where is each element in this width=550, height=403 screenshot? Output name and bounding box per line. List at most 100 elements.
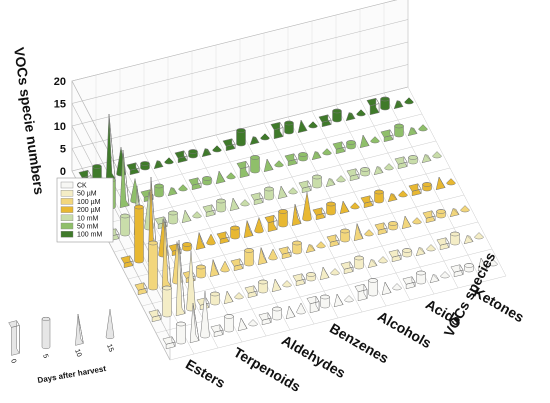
bar-3d — [188, 149, 198, 159]
bar-3d — [460, 205, 470, 213]
bar-3d — [148, 240, 158, 291]
bar-3d — [189, 302, 200, 344]
bar-3d — [216, 198, 226, 213]
bar-3d — [215, 170, 226, 185]
bar-3d — [192, 211, 202, 219]
legend-swatch — [60, 181, 74, 189]
bar-3d — [394, 123, 404, 138]
bar-3d — [449, 208, 460, 218]
bar-3d — [356, 109, 366, 117]
bar-3d — [120, 255, 134, 269]
bar-3d — [426, 244, 436, 252]
floor-grid — [215, 134, 315, 325]
legend-shape — [8, 319, 20, 356]
bar-3d — [450, 264, 464, 278]
bar-3d — [402, 276, 416, 290]
bar-3d — [254, 217, 264, 234]
z-tick-label: 10 — [54, 121, 66, 133]
grid-line — [71, 86, 409, 361]
bar-3d — [278, 209, 288, 228]
bar-3d — [370, 136, 380, 144]
bar-3d — [340, 261, 354, 275]
bar-3d — [306, 272, 316, 282]
bar-3d — [306, 295, 320, 314]
bar-3d — [345, 112, 356, 122]
bar-3d — [296, 302, 306, 315]
bar-3d — [126, 162, 140, 176]
bar-3d — [436, 209, 446, 219]
bar-3d — [360, 167, 370, 177]
bar-3d — [264, 214, 278, 233]
bar-3d — [374, 222, 388, 236]
bar-3d — [316, 241, 326, 249]
bar-3d — [435, 176, 446, 191]
bar-3d — [162, 285, 172, 318]
bar-3d — [330, 268, 340, 276]
bar-3d — [408, 183, 422, 197]
bar-3d — [237, 317, 248, 332]
bar-3d — [168, 210, 178, 225]
bar-3d — [312, 207, 326, 221]
bar-3d — [432, 151, 442, 159]
bar-3d — [332, 108, 342, 123]
floor-grid — [335, 104, 435, 295]
legend-label: 200 µM — [77, 207, 101, 214]
bar-3d — [340, 228, 350, 243]
bar-3d — [380, 129, 394, 143]
legend-day: 10 — [73, 348, 82, 358]
bar-3d — [297, 119, 308, 134]
bar-3d — [346, 168, 360, 182]
bar-3d — [388, 249, 402, 263]
bar-3d — [367, 259, 378, 269]
legend-label: 100 mM — [77, 232, 102, 239]
bar-3d — [404, 97, 414, 105]
bar-3d — [182, 242, 192, 252]
legend-swatch — [60, 222, 74, 230]
bar-3d — [436, 237, 450, 251]
bar-3d — [212, 145, 222, 153]
floor-grid — [287, 116, 387, 307]
bar-3d — [381, 281, 392, 296]
bar-3d — [229, 197, 240, 212]
z-tick-label: 15 — [54, 99, 66, 111]
bar-3d — [120, 213, 130, 237]
bar-3d — [394, 156, 408, 170]
legend-label: 100 µM — [77, 199, 101, 206]
bar-3d — [167, 187, 178, 197]
bar-3d — [360, 195, 374, 209]
bar-3d — [201, 148, 212, 158]
bar-3d — [402, 248, 412, 258]
bar-3d — [407, 127, 418, 137]
bar-3d — [291, 203, 302, 227]
z-tick-label: 20 — [54, 76, 66, 88]
day-legend: 0 5 10 15 — [8, 308, 114, 364]
bar-3d — [202, 176, 212, 186]
bar-3d — [148, 309, 162, 323]
bar-3d — [325, 178, 336, 188]
bar-3d — [268, 248, 278, 261]
legend-label: 10 mM — [77, 215, 99, 222]
bar-3d — [200, 290, 210, 339]
bar-3d — [175, 239, 186, 317]
bar-3d — [244, 285, 258, 299]
bar-3d — [244, 248, 254, 267]
bar-3d — [320, 294, 330, 309]
bar-3d — [162, 336, 176, 350]
bar-3d — [298, 152, 308, 162]
bar-3d — [318, 114, 332, 128]
bar-3d — [319, 266, 330, 281]
bar-3d — [474, 232, 484, 240]
bar-3d — [226, 172, 236, 180]
bar-3d — [354, 255, 364, 270]
bar-3d — [271, 278, 282, 293]
bar-3d — [429, 274, 440, 284]
floor-grid — [311, 110, 411, 301]
bar-3d — [380, 96, 390, 111]
floor-grid — [191, 140, 291, 331]
bar-3d — [240, 199, 250, 207]
bar-3d — [230, 225, 240, 240]
legend-swatch — [60, 189, 74, 197]
bar-3d — [282, 280, 292, 288]
